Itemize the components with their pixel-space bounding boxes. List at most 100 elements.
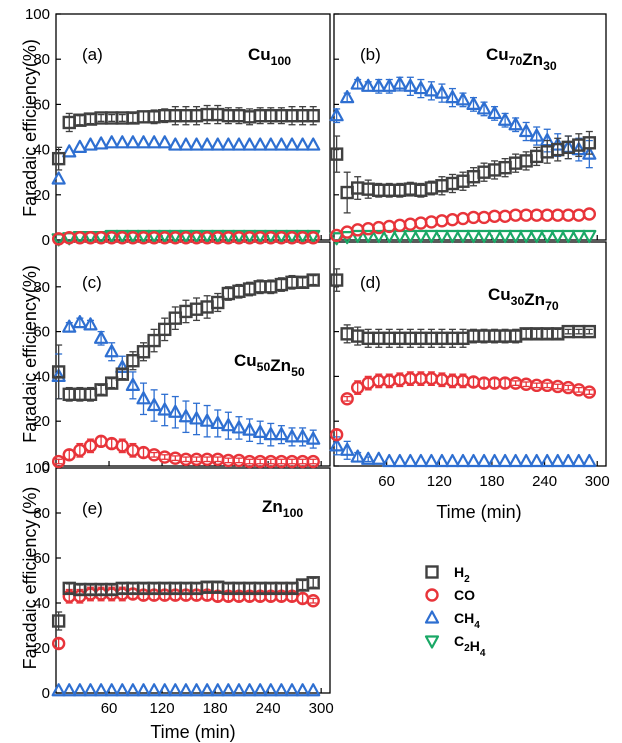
panel-a-C2H4-point-15 xyxy=(210,229,225,244)
panel-d-H2-point-24 xyxy=(582,324,597,339)
legend-marker-CH4 xyxy=(424,610,440,624)
panel-a-C2H4-point-22 xyxy=(284,229,300,244)
panel-b-letter: (b) xyxy=(360,45,381,64)
legend-label-H2: H2 xyxy=(454,564,470,585)
panel-b-title-sub-1: 30 xyxy=(543,59,557,73)
panel-e-ytick-label-80: 80 xyxy=(33,505,50,522)
panel-a-letter: (a) xyxy=(82,45,103,64)
panel-c-CH4-point-22 xyxy=(284,429,300,443)
panel-e-ytick-label-60: 60 xyxy=(33,550,50,567)
panel-b-C2H4-point-24 xyxy=(582,229,597,244)
panel-c-CH4-point-17 xyxy=(231,420,247,434)
panel-b-CH4-point-10 xyxy=(434,85,450,99)
panel-b-H2-point-24 xyxy=(582,136,597,150)
panel-b-CH4-point-7 xyxy=(403,78,418,92)
panel-e-CH4-point-0 xyxy=(51,683,66,697)
panel-e-CO-point-0 xyxy=(51,636,66,651)
panel-e-ytick-label-100: 100 xyxy=(25,460,50,477)
panel-a-H2-point-0 xyxy=(51,151,66,166)
panel-c-CH4-point-24 xyxy=(306,431,321,445)
panel-a-ytick-label-80: 80 xyxy=(33,51,50,68)
panel-a-CH4-point-0 xyxy=(51,171,66,185)
panel-b-CO-point-9 xyxy=(424,215,439,229)
panel-d-CH4-point-10 xyxy=(434,453,450,468)
panel-e-CH4-point-1 xyxy=(62,683,77,697)
panel-a-CH4-point-2 xyxy=(72,139,87,153)
panel-e-title: Zn100 xyxy=(262,497,303,520)
panel-a-C2H4-point-21 xyxy=(274,229,289,244)
panel-b-CO-point-8 xyxy=(414,216,428,230)
panel-c-CH4-point-18 xyxy=(242,422,257,436)
panel-b-CH4-point-5 xyxy=(382,78,397,92)
panel-b-title-sub-0: 70 xyxy=(509,54,523,68)
panel-b-C2H4-point-19 xyxy=(529,229,544,244)
panel-b-CH4-point-13 xyxy=(466,96,481,111)
panel-b-series-C2H4 xyxy=(329,229,597,246)
panel-a-CH4-point-10 xyxy=(157,135,172,149)
legend-item-CH4: CH4 xyxy=(424,610,480,631)
panel-c-CH4-point-23 xyxy=(295,429,310,443)
panel-c-CH4-point-12 xyxy=(178,409,194,423)
panel-e-xtick-label-240: 240 xyxy=(256,700,281,717)
panel-e-CH4-point-11 xyxy=(168,683,183,697)
panel-d-series-H2 xyxy=(329,268,597,348)
panel-a-C2H4-point-16 xyxy=(221,229,236,244)
panel-c-H2-point-8 xyxy=(136,345,151,359)
panel-a-C2H4-point-7 xyxy=(125,229,140,244)
panel-c-H2-point-10 xyxy=(158,322,172,337)
panel-c-H2-point-4 xyxy=(94,383,108,397)
panel-b-C2H4-point-2 xyxy=(350,229,365,244)
panel-a-CH4-point-21 xyxy=(274,137,289,151)
panel-d-xtick-label-240: 240 xyxy=(532,473,557,490)
panel-a-C2H4-point-13 xyxy=(189,229,204,244)
panel-b-C2H4-point-21 xyxy=(550,229,565,244)
panel-e-CH4-point-6 xyxy=(115,683,130,697)
panel-d-title-sub-1: 70 xyxy=(545,299,559,313)
panel-d-title-part-1: Zn xyxy=(524,290,545,309)
panel-c-series-CO xyxy=(51,434,320,469)
panel-c-CH4-point-10 xyxy=(157,402,172,416)
panel-e-CH4-point-2 xyxy=(72,683,87,697)
panel-b-CH4-point-14 xyxy=(476,101,492,115)
panel-c-letter: (c) xyxy=(82,273,102,292)
panel-d-CH4-point-11 xyxy=(445,453,460,468)
panel-d-title: Cu30Zn70 xyxy=(488,285,559,313)
panel-e-xtick-label-120: 120 xyxy=(150,700,175,717)
legend-label-C2H4-part-1: H xyxy=(470,638,480,654)
panel-c-H2-point-15 xyxy=(211,295,225,310)
panel-d-CH4-point-1 xyxy=(340,442,355,456)
panel-d-series-CO xyxy=(329,371,597,442)
panel-a-ytick-label-0: 0 xyxy=(42,232,50,249)
panel-d-CH4-point-14 xyxy=(476,453,492,468)
legend-label-CH4-part-0: CH xyxy=(454,610,474,626)
panel-a-C2H4-point-5 xyxy=(104,229,119,244)
panel-d-CH4-point-22 xyxy=(561,453,576,468)
panel-a-ytick-label-20: 20 xyxy=(33,187,50,204)
panel-c-CH4-point-15 xyxy=(210,415,225,430)
panel-b-CH4-point-2 xyxy=(350,76,365,90)
panel-a-CH4-point-20 xyxy=(263,137,278,151)
panel-a-CO-point-24 xyxy=(306,231,320,245)
panel-d-CO-point-1 xyxy=(340,392,354,406)
panel-c-H2-point-24 xyxy=(306,273,320,287)
panel-c-CO-point-6 xyxy=(115,439,129,453)
panel-b-C2H4-point-8 xyxy=(413,229,428,244)
panel-b-CH4-point-9 xyxy=(424,83,439,97)
panel-c-series-CH4 xyxy=(51,315,321,449)
x-axis-label-d: Time (min) xyxy=(436,502,521,522)
panel-d-CH4-point-18 xyxy=(519,453,534,468)
panel-c-CO-point-2 xyxy=(73,443,87,458)
panel-a-C2H4-point-23 xyxy=(295,229,310,244)
y-axis-label-middle: Faradaic efficiency(%) xyxy=(20,265,40,443)
panel-b-C2H4-point-18 xyxy=(519,229,534,244)
panel-d-xtick-label-300: 300 xyxy=(585,473,610,490)
panel-a-series-CH4 xyxy=(51,135,321,185)
legend-label-CH4-sub-0: 4 xyxy=(474,620,480,631)
panel-e-CH4-point-5 xyxy=(104,683,119,697)
panel-e-series-H2 xyxy=(51,576,320,631)
panel-b-CH4-point-8 xyxy=(413,80,428,95)
panel-d-CH4-point-19 xyxy=(529,453,544,468)
panel-e-CH4-point-18 xyxy=(242,683,257,697)
legend-label-C2H4: C2H4 xyxy=(454,633,486,659)
legend-item-C2H4: C2H4 xyxy=(424,633,486,659)
